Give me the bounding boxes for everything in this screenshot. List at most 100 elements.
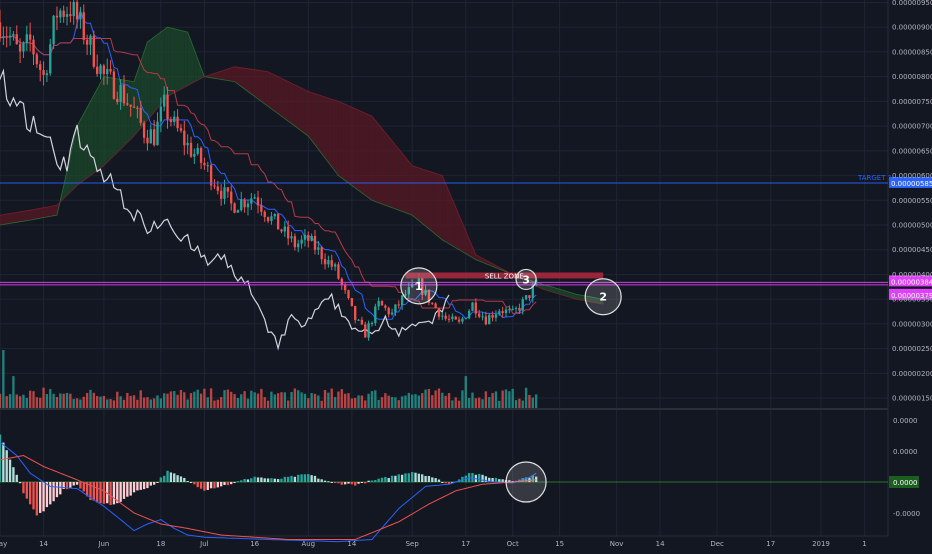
candle-body[interactable] (387, 307, 390, 315)
annotations[interactable]: 1 2 3 (400, 267, 622, 316)
candle-body[interactable] (488, 314, 491, 325)
candle-body[interactable] (122, 85, 126, 104)
candle-body[interactable] (179, 128, 183, 131)
candle-body[interactable] (72, 1, 75, 17)
candle-body[interactable] (518, 307, 521, 311)
candle-body[interactable] (484, 316, 488, 325)
candle-body[interactable] (511, 308, 514, 310)
candle-body[interactable] (384, 305, 387, 308)
candle-body[interactable] (400, 295, 404, 306)
candle-body[interactable] (350, 298, 354, 306)
candle-body[interactable] (404, 294, 407, 296)
candle-body[interactable] (119, 85, 122, 102)
candle-body[interactable] (15, 34, 18, 45)
candle-body[interactable] (233, 203, 236, 213)
candle-body[interactable] (270, 216, 273, 222)
candle-body[interactable] (307, 234, 310, 241)
candle-body[interactable] (199, 147, 203, 163)
candle-body[interactable] (226, 187, 230, 192)
candle-body[interactable] (471, 302, 474, 311)
candle-body[interactable] (25, 34, 28, 43)
candle-body[interactable] (189, 142, 193, 157)
candle-body[interactable] (360, 319, 364, 325)
candle-body[interactable] (333, 264, 337, 267)
candle-body[interactable] (337, 264, 340, 279)
candle-body[interactable] (89, 35, 92, 45)
candle-body[interactable] (313, 235, 317, 250)
candle-body[interactable] (320, 247, 323, 260)
candle-body[interactable] (59, 10, 62, 18)
candle-body[interactable] (85, 39, 89, 45)
candle-body[interactable] (213, 185, 216, 187)
candle-body[interactable] (494, 314, 498, 318)
candle-body[interactable] (354, 305, 357, 321)
candle-body[interactable] (149, 129, 152, 144)
candle-body[interactable] (390, 312, 394, 315)
candle-body[interactable] (96, 66, 99, 74)
candle-body[interactable] (106, 69, 109, 75)
candle-body[interactable] (256, 197, 260, 206)
candle-body[interactable] (528, 295, 531, 299)
candle-body[interactable] (461, 318, 464, 322)
candle-body[interactable] (280, 229, 283, 232)
candle-body[interactable] (243, 199, 246, 208)
candle-body[interactable] (357, 319, 360, 321)
candle-body[interactable] (437, 308, 441, 317)
candle-body[interactable] (451, 316, 454, 320)
candle-body[interactable] (196, 147, 199, 154)
candle-body[interactable] (223, 187, 226, 199)
candle-body[interactable] (139, 107, 142, 123)
candle-body[interactable] (166, 94, 169, 120)
candle-body[interactable] (136, 107, 139, 109)
candle-body[interactable] (102, 65, 106, 75)
candle-body[interactable] (380, 300, 384, 306)
candle-body[interactable] (203, 162, 206, 166)
candle-body[interactable] (323, 259, 327, 265)
candle-body[interactable] (340, 278, 343, 285)
candle-body[interactable] (531, 285, 534, 299)
candle-body[interactable] (431, 302, 434, 304)
candle-body[interactable] (481, 316, 484, 318)
candle-body[interactable] (273, 213, 276, 217)
sell-zone-group[interactable]: SELL ZONE (405, 272, 604, 280)
candle-body[interactable] (52, 15, 55, 45)
candle-body[interactable] (12, 34, 15, 36)
candle-body[interactable] (504, 309, 508, 314)
candle-body[interactable] (293, 236, 297, 248)
candle-body[interactable] (22, 42, 25, 52)
candle-body[interactable] (173, 116, 176, 123)
sell-zone[interactable] (405, 272, 604, 279)
candle-body[interactable] (266, 217, 270, 222)
candle-body[interactable] (424, 289, 427, 295)
candle-body[interactable] (32, 39, 35, 55)
candle-body[interactable] (112, 71, 116, 99)
candle-body[interactable] (126, 103, 129, 105)
candle-body[interactable] (39, 64, 42, 71)
candle-body[interactable] (79, 12, 82, 20)
candle-body[interactable] (75, 1, 79, 20)
candle-body[interactable] (152, 129, 156, 146)
candle-body[interactable] (28, 34, 32, 40)
candle-body[interactable] (434, 303, 437, 309)
candle-body[interactable] (209, 165, 213, 186)
candle-body[interactable] (219, 190, 223, 199)
candle-body[interactable] (457, 319, 461, 322)
annotation-circle[interactable] (584, 278, 622, 316)
candle-body[interactable] (310, 235, 313, 241)
candle-body[interactable] (283, 226, 287, 232)
candle-body[interactable] (186, 142, 189, 146)
candle-body[interactable] (65, 14, 69, 17)
candle-body[interactable] (454, 316, 457, 320)
candle-body[interactable] (508, 309, 511, 311)
candle-body[interactable] (317, 247, 320, 250)
candle-body[interactable] (303, 234, 307, 240)
candle-body[interactable] (129, 104, 132, 107)
candle-body[interactable] (474, 302, 478, 314)
candle-body[interactable] (193, 153, 196, 157)
candle-body[interactable] (5, 36, 8, 38)
candle-body[interactable] (327, 260, 330, 265)
candle-body[interactable] (343, 284, 347, 291)
candle-body[interactable] (109, 69, 112, 72)
candle-body[interactable] (18, 44, 22, 52)
